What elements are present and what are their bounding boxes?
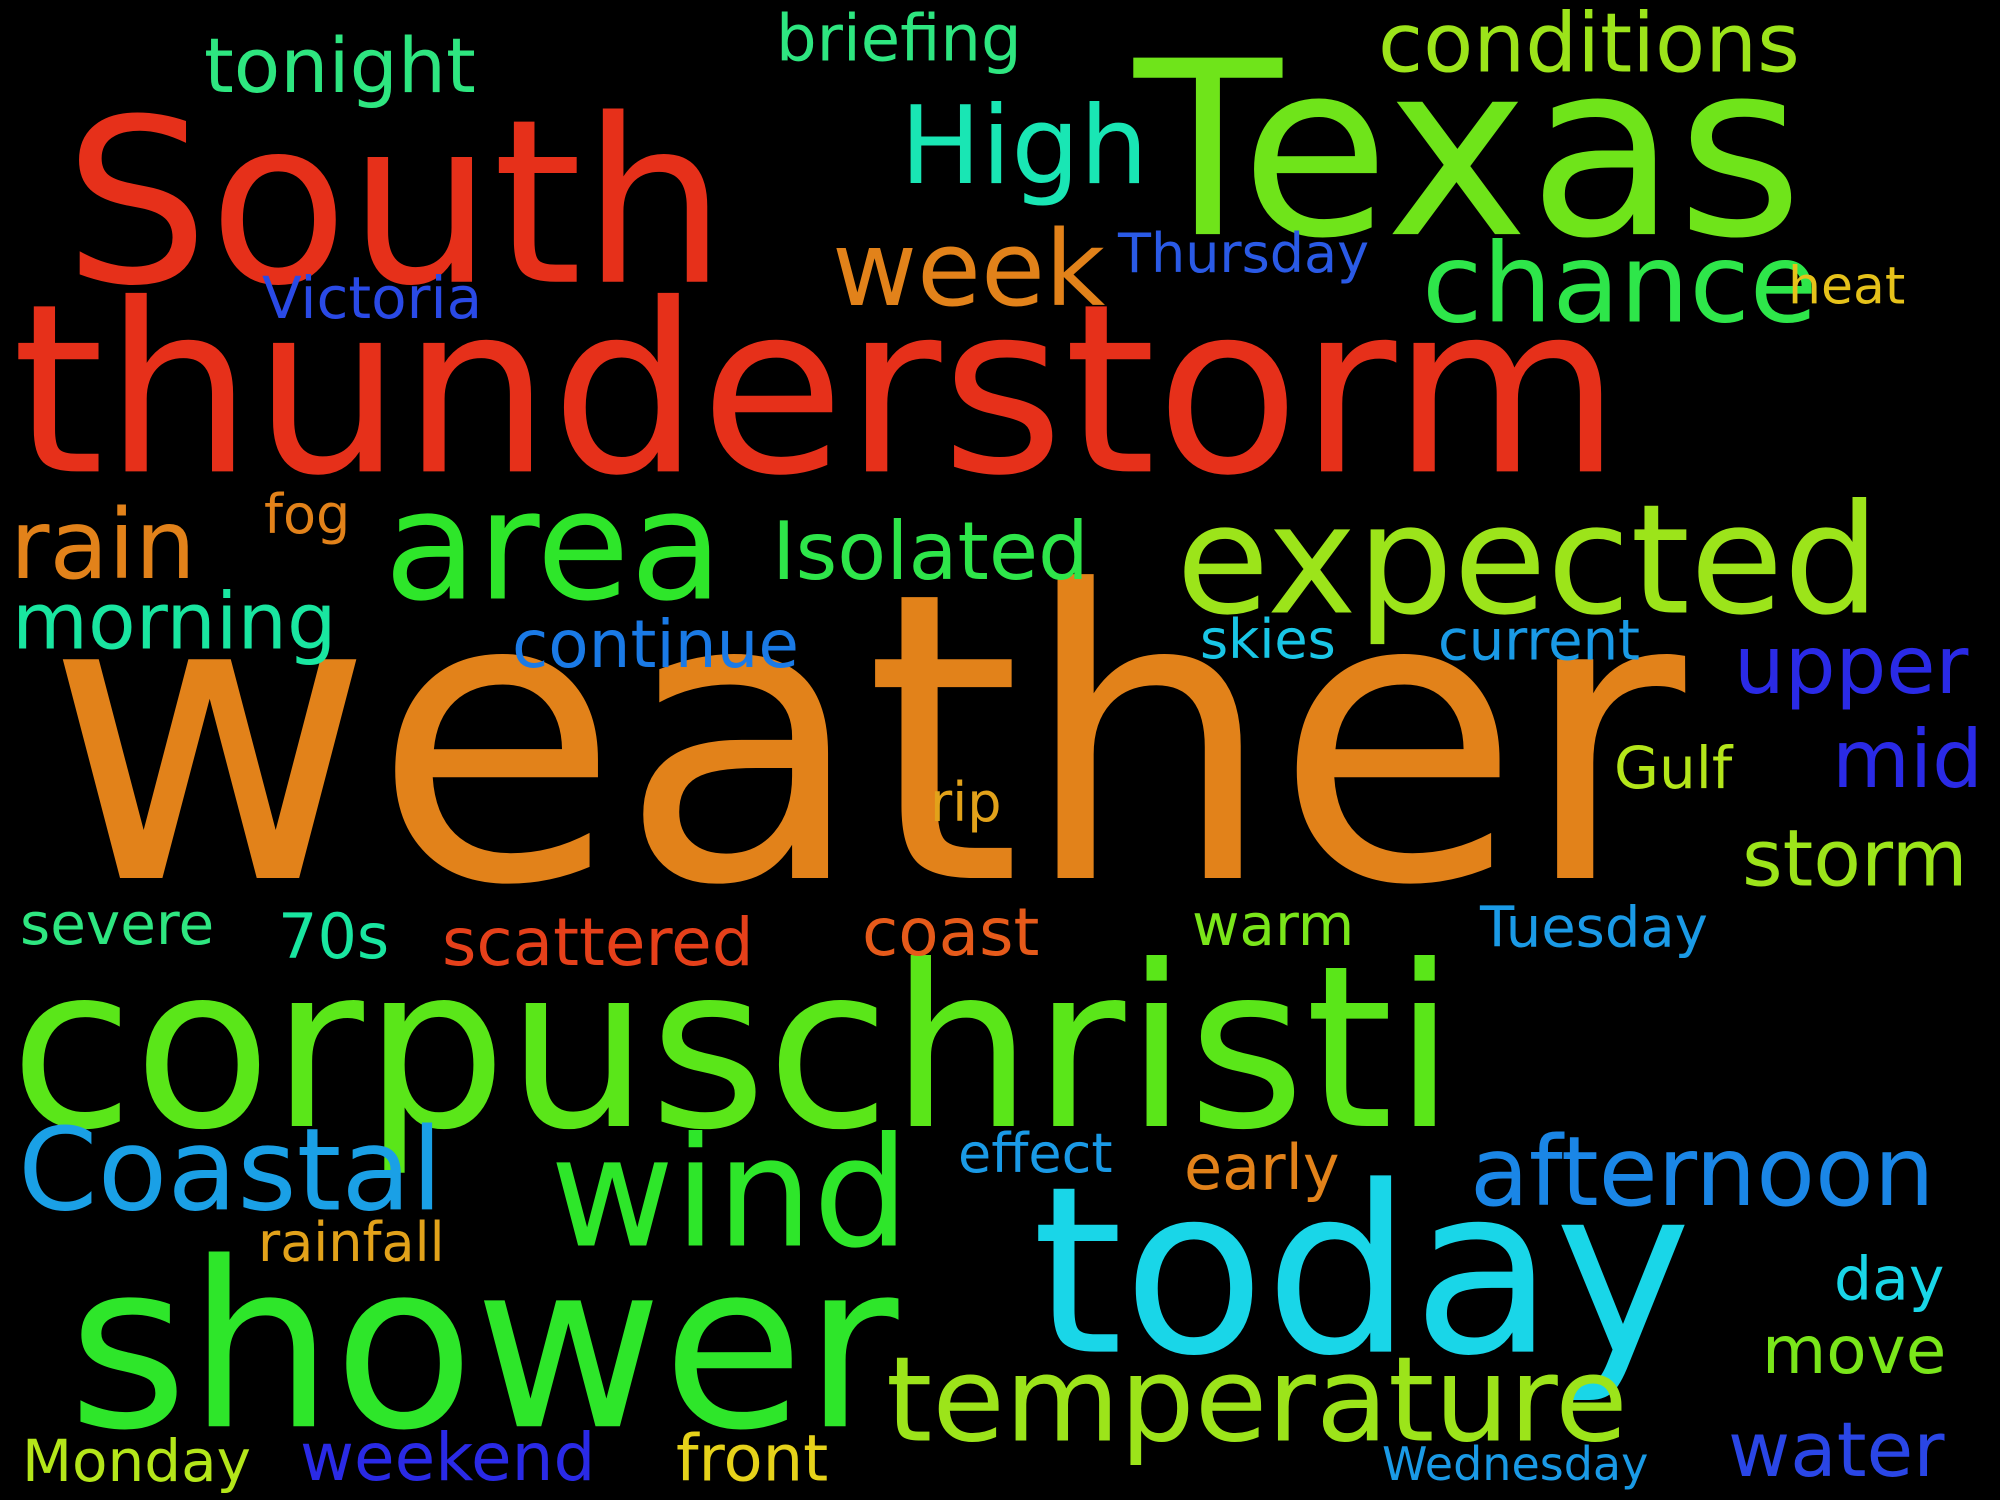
word-tuesday: Tuesday: [1480, 895, 1708, 961]
word-day: day: [1834, 1244, 1945, 1315]
word-rip: rip: [930, 770, 1002, 834]
word-weekend: weekend: [300, 1418, 596, 1496]
word-briefing: briefing: [776, 2, 1022, 77]
word-victoria: Victoria: [262, 263, 483, 332]
word-temperature: temperature: [886, 1330, 1628, 1469]
word-heat: heat: [1788, 256, 1906, 317]
word-thunderstorm: thunderstorm: [12, 254, 1622, 528]
word-fog: fog: [264, 482, 351, 546]
word-afternoon: afternoon: [1470, 1116, 1935, 1229]
word-today: today: [1032, 1136, 1692, 1407]
word-wednesday: Wednesday: [1382, 1437, 1649, 1492]
word-tonight: tonight: [204, 21, 476, 111]
word-corpuschristi: corpuschristi: [10, 918, 1456, 1180]
word-rain: rain: [10, 489, 196, 602]
word-scattered: scattered: [442, 903, 754, 981]
word-continue: continue: [512, 605, 799, 683]
word-early: early: [1184, 1130, 1340, 1204]
word-front: front: [676, 1422, 829, 1497]
word-chance: chance: [1422, 219, 1818, 348]
word-texas: Texas: [1134, 10, 1803, 293]
word-severe: severe: [20, 889, 215, 958]
word-storm: storm: [1742, 814, 1968, 905]
word-move: move: [1762, 1311, 1947, 1389]
word-isolated: Isolated: [772, 505, 1089, 599]
word-expected: expected: [1176, 471, 1880, 649]
word-week: week: [832, 207, 1106, 330]
word-coast: coast: [862, 893, 1040, 971]
word-area: area: [384, 457, 723, 635]
word-thursday: Thursday: [1118, 221, 1370, 285]
word-monday: Monday: [22, 1426, 251, 1495]
word-mid: mid: [1832, 713, 1983, 807]
word-70s: 70s: [278, 899, 390, 973]
word-high: High: [900, 83, 1149, 209]
word-wind: wind: [550, 1104, 910, 1282]
word-morning: morning: [12, 577, 337, 668]
word-upper: upper: [1734, 619, 1969, 713]
word-effect: effect: [958, 1121, 1113, 1185]
word-weather: weather: [46, 508, 1686, 973]
word-coastal: Coastal: [18, 1103, 443, 1237]
word-current: current: [1438, 608, 1641, 674]
word-gulf: Gulf: [1614, 733, 1733, 802]
word-south: South: [64, 69, 727, 336]
word-shower: shower: [68, 1214, 899, 1482]
word-skies: skies: [1200, 607, 1336, 671]
word-warm: warm: [1192, 890, 1355, 959]
word-conditions: conditions: [1378, 0, 1800, 92]
word-water: water: [1728, 1405, 1945, 1495]
word-rainfall: rainfall: [258, 1210, 445, 1274]
